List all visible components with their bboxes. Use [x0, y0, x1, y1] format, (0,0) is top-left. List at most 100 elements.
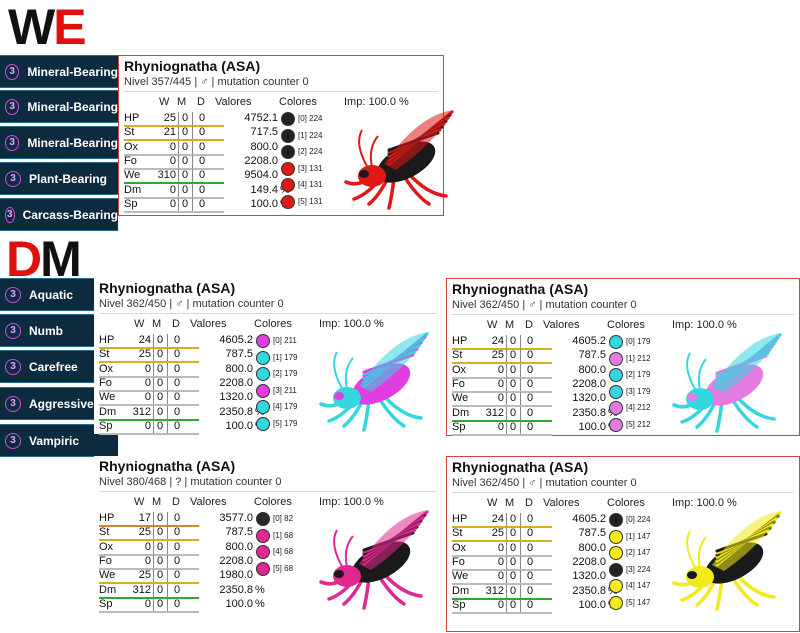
- column-separator: [167, 348, 168, 362]
- stat-value: 100.0: [225, 419, 253, 432]
- color-swatch-icon[interactable]: [609, 529, 623, 544]
- color-swatch-icon[interactable]: [609, 513, 623, 527]
- card-title: Rhyniognatha (ASA): [124, 58, 261, 74]
- color-swatch-icon[interactable]: [281, 161, 295, 176]
- color-swatch-icon[interactable]: [256, 561, 270, 576]
- stat-underline: [99, 389, 199, 392]
- color-swatch-label: [5] 147: [626, 597, 651, 607]
- stat-domestic-points: 0: [527, 513, 534, 525]
- dm-heading-second: M: [40, 231, 82, 287]
- card-subtitle: Nivel 362/450 | ♂ | mutation counter 0: [99, 298, 284, 310]
- stat-wild-points: 312: [132, 583, 151, 596]
- stat-row: Fo 0 0 0 2208.0: [99, 376, 269, 392]
- stat-name: Dm: [99, 583, 117, 596]
- column-separator: [506, 377, 507, 391]
- stat-domestic-points: 0: [199, 112, 206, 124]
- stat-name: Sp: [452, 598, 466, 611]
- color-swatch-icon[interactable]: [256, 383, 270, 398]
- stat-value: 787.5: [578, 349, 606, 362]
- color-swatch-icon[interactable]: [256, 528, 270, 543]
- stat-percent: %: [255, 597, 265, 610]
- column-header-m: M: [505, 497, 515, 509]
- color-swatch-icon[interactable]: [609, 417, 623, 432]
- column-separator: [506, 363, 507, 377]
- trait-item[interactable]: 3 Mineral-Bearing: [0, 55, 118, 88]
- color-swatch-icon[interactable]: [281, 112, 295, 126]
- color-swatch-icon[interactable]: [256, 400, 270, 414]
- column-separator: [520, 420, 521, 434]
- stat-domestic-points: 0: [174, 391, 181, 404]
- color-swatch-icon[interactable]: [256, 512, 270, 526]
- color-swatch-icon[interactable]: [256, 350, 270, 365]
- color-swatch-icon[interactable]: [256, 416, 270, 431]
- color-swatch-icon[interactable]: [609, 595, 623, 610]
- divider: [452, 314, 794, 315]
- color-swatch-icon[interactable]: [609, 384, 623, 399]
- stat-value: 4752.1: [244, 112, 278, 124]
- creature-image: [344, 110, 454, 210]
- creature-card-dm-2: Rhyniognatha (ASA) Nivel 362/450 | ♂ | mu…: [446, 278, 800, 436]
- stat-underline: [124, 210, 224, 213]
- column-header-imp: Imp: 100.0 %: [672, 319, 737, 331]
- stat-row: Fo 0 0 0 2208.0: [452, 555, 622, 571]
- color-swatch-icon[interactable]: [256, 367, 270, 381]
- color-swatch-icon[interactable]: [609, 401, 623, 415]
- trait-level-icon: 3: [5, 322, 21, 339]
- color-swatch-icon[interactable]: [609, 335, 623, 349]
- color-swatch-icon[interactable]: [609, 546, 623, 560]
- column-separator: [506, 513, 507, 526]
- color-swatch-icon[interactable]: [609, 368, 623, 382]
- column-header-imp: Imp: 100.0 %: [319, 318, 384, 330]
- stat-name: We: [99, 569, 116, 582]
- stat-value: 3577.0: [219, 512, 253, 524]
- creature-image: [319, 510, 429, 610]
- trait-item[interactable]: 3 Plant-Bearing: [0, 162, 118, 195]
- stat-wild-points: 24: [138, 334, 151, 346]
- color-swatch-icon[interactable]: [281, 145, 295, 159]
- stat-value: 2208.0: [219, 376, 253, 389]
- trait-item[interactable]: 3 Mineral-Bearing: [0, 126, 118, 159]
- color-swatch-icon[interactable]: [609, 579, 623, 593]
- stat-mutation-points: 0: [157, 334, 164, 346]
- stat-underline: [452, 390, 552, 393]
- column-separator: [167, 334, 168, 347]
- column-separator: [167, 597, 168, 611]
- color-swatch-label: [2] 224: [298, 147, 323, 156]
- column-separator: [192, 112, 193, 125]
- stat-domestic-points: 0: [174, 526, 181, 539]
- stat-mutation-points: 0: [157, 405, 164, 418]
- stat-mutation-points: 0: [157, 512, 164, 524]
- color-swatch-icon[interactable]: [256, 545, 270, 559]
- trait-item[interactable]: 3 Carcass-Bearing: [0, 198, 118, 231]
- color-swatch-label: [2] 179: [626, 370, 651, 379]
- stat-name: We: [124, 169, 141, 182]
- column-header-w: W: [487, 497, 498, 509]
- stat-underline: [452, 433, 552, 436]
- stat-wild-points: 0: [144, 419, 151, 432]
- stat-underline: [452, 583, 552, 586]
- stat-underline: [99, 596, 199, 599]
- stat-underline: [452, 526, 552, 528]
- color-swatch-icon[interactable]: [281, 128, 295, 143]
- column-separator: [178, 140, 179, 154]
- stat-name: Fo: [99, 554, 112, 567]
- color-swatch-icon[interactable]: [281, 178, 295, 192]
- color-swatch-icon[interactable]: [609, 351, 623, 366]
- color-swatch-icon[interactable]: [609, 562, 623, 577]
- trait-level-icon: 3: [5, 395, 21, 412]
- column-header-imp: Imp: 100.0 %: [344, 96, 409, 108]
- column-separator: [506, 570, 507, 584]
- stat-underline: [452, 540, 552, 543]
- creature-card-dm-4: Rhyniognatha (ASA) Nivel 362/450 | ♂ | mu…: [446, 456, 800, 632]
- trait-item[interactable]: 3 Mineral-Bearing: [0, 90, 118, 123]
- card-title: Rhyniognatha (ASA): [99, 280, 236, 296]
- column-separator: [153, 554, 154, 568]
- stat-wild-points: 0: [169, 183, 176, 196]
- color-swatch-icon[interactable]: [281, 194, 295, 209]
- column-header-valores: Valores: [190, 496, 227, 508]
- color-swatch-icon[interactable]: [256, 334, 270, 348]
